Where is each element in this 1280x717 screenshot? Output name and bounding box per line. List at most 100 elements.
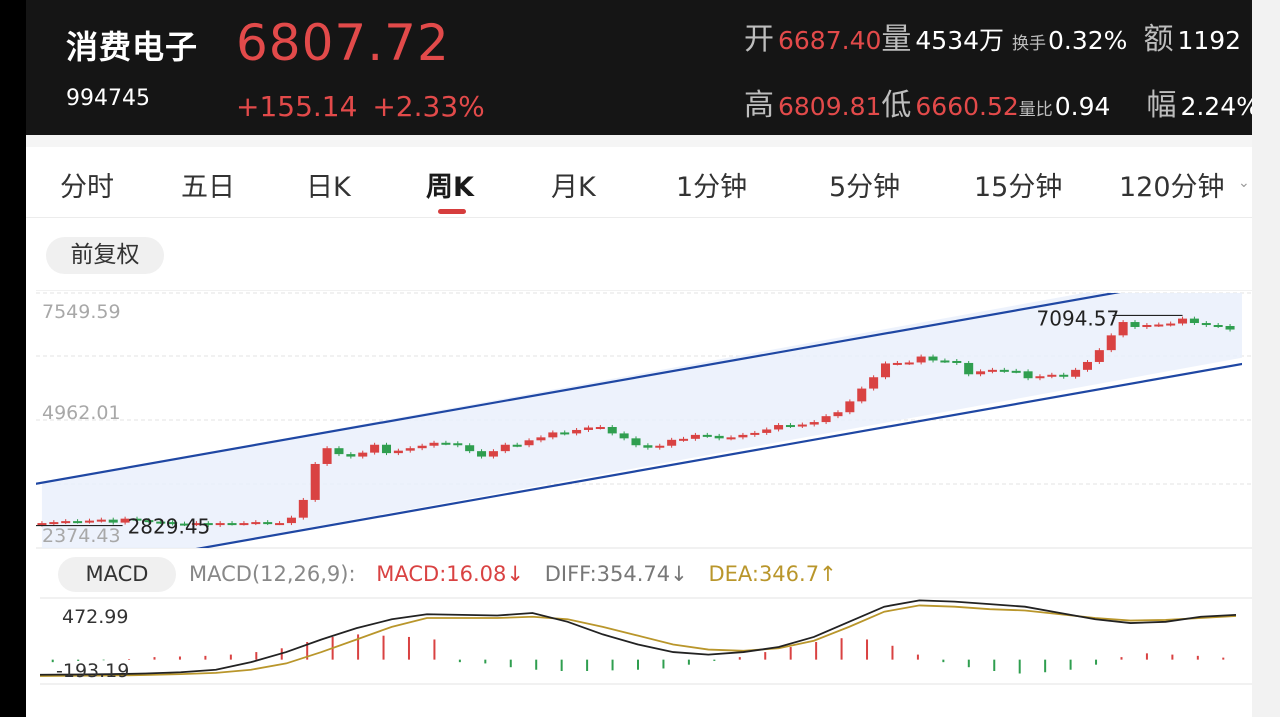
candle-body: [1178, 318, 1188, 324]
scrollbar-track[interactable]: [1252, 0, 1280, 717]
candle-body: [61, 521, 71, 524]
candle-body: [1213, 325, 1223, 328]
candle-body: [1071, 369, 1081, 377]
low-label: 低: [881, 88, 912, 123]
candle-body: [1094, 350, 1104, 362]
tab-five-day[interactable]: 五日: [181, 172, 235, 203]
amount-value: 1192: [1177, 26, 1242, 55]
index-name: 消费电子: [66, 28, 199, 66]
candle-body: [358, 452, 368, 457]
candle-body: [417, 445, 427, 449]
candle-body: [1106, 335, 1116, 351]
max-marker-label: 7094.57: [1037, 306, 1120, 330]
candle-body: [679, 438, 689, 441]
candle-body: [453, 443, 463, 446]
candle-body: [1035, 376, 1045, 379]
candle-body: [1189, 318, 1199, 324]
macd-y-bottom-label: -193.19: [56, 660, 129, 682]
dea-line: [39, 604, 1237, 677]
tab-5min[interactable]: 5分钟: [829, 172, 901, 203]
quote-header: 消费电子 994745 6807.72 +155.14 +2.33% 开 668…: [26, 0, 1252, 135]
candle-body: [488, 451, 498, 457]
candle-body: [1130, 322, 1140, 327]
candle-body: [1047, 374, 1057, 377]
tab-monthly-k[interactable]: 月K: [551, 172, 596, 203]
quote-stats: 开 6687.40 量 4534万 换手 0.32% 额 1192 高 6809…: [744, 0, 1252, 135]
candle-body: [1201, 323, 1211, 326]
candle-body: [168, 522, 178, 525]
active-tab-indicator: [438, 209, 466, 214]
candle-body: [370, 444, 380, 453]
candle-body: [845, 401, 855, 413]
change-percent: +2.33%: [372, 90, 485, 123]
y-axis-label: 7549.59: [42, 301, 121, 323]
candle-body: [560, 432, 570, 435]
candle-body: [976, 371, 986, 375]
index-code: 994745: [66, 86, 150, 111]
candle-body: [821, 416, 831, 423]
candle-body: [869, 377, 879, 389]
candle-body: [797, 424, 807, 427]
open-label: 开: [744, 22, 774, 57]
app-window: 消费电子 994745 6807.72 +155.14 +2.33% 开 668…: [26, 0, 1252, 717]
tab-weekly-k[interactable]: 周K: [426, 172, 474, 203]
candle-body: [1059, 374, 1069, 377]
low-value: 6660.52: [915, 92, 1019, 121]
candle-body: [880, 363, 891, 378]
tab-intraday[interactable]: 分时: [60, 172, 114, 203]
macd-y-top-label: 472.99: [62, 606, 128, 628]
tab-15min[interactable]: 15分钟: [974, 172, 1063, 203]
trend-channel-upper: [36, 293, 1121, 485]
candle-body: [429, 442, 439, 446]
current-price: 6807.72: [236, 14, 450, 72]
candle-body: [928, 356, 938, 361]
candle-body: [964, 362, 974, 375]
candle-body: [762, 429, 772, 433]
candle-body: [904, 362, 914, 365]
candle-body: [49, 522, 59, 525]
candle-body: [180, 523, 190, 526]
diff-value: DIFF:354.74↓: [544, 562, 688, 586]
candle-body: [987, 369, 997, 372]
candle-body: [108, 519, 118, 523]
tab-120min[interactable]: 120分钟: [1119, 172, 1225, 203]
vol-ratio-value: 0.94: [1054, 92, 1111, 121]
candle-body: [381, 444, 392, 454]
candle-body: [322, 448, 332, 464]
candle-body: [512, 444, 522, 447]
candle-body: [690, 434, 700, 439]
candle-body: [73, 521, 83, 524]
open-value: 6687.40: [778, 26, 882, 55]
macd-indicator-selector[interactable]: MACD: [58, 557, 176, 592]
candle-body: [334, 448, 344, 455]
adjustment-toggle[interactable]: 前复权: [46, 237, 164, 274]
candle-body: [393, 450, 403, 454]
candle-body: [785, 425, 795, 428]
candle-body: [251, 522, 261, 525]
macd-chart[interactable]: 472.99 -193.19: [26, 596, 1252, 696]
turnover-label: 换手: [1012, 34, 1047, 54]
candle-body: [465, 445, 475, 452]
candle-body: [631, 438, 641, 446]
macd-params: MACD(12,26,9):: [189, 562, 356, 586]
candle-body: [892, 362, 902, 365]
candle-body: [833, 412, 843, 417]
candle-body: [346, 454, 356, 457]
candle-body: [441, 442, 451, 445]
candle-body: [96, 519, 106, 522]
high-value: 6809.81: [778, 92, 882, 121]
candle-body: [144, 520, 154, 523]
period-tabs: 分时 五日 日K 周K 月K 1分钟 5分钟 15分钟 120分钟 ⌄: [26, 147, 1252, 218]
candlestick-chart[interactable]: 7549.59 4962.01 2374.43 7094.57 2829.45: [26, 290, 1252, 552]
min-marker-label: 2829.45: [128, 515, 211, 539]
tab-1min[interactable]: 1分钟: [676, 172, 748, 203]
tab-daily-k[interactable]: 日K: [306, 172, 351, 203]
candle-body: [215, 523, 225, 526]
candle-body: [1011, 370, 1021, 373]
chevron-down-icon[interactable]: ⌄: [1238, 175, 1250, 191]
candle-body: [405, 448, 415, 451]
candle-body: [643, 445, 653, 448]
candle-body: [1118, 322, 1128, 336]
candle-body: [548, 432, 558, 438]
candle-body: [1225, 325, 1235, 330]
